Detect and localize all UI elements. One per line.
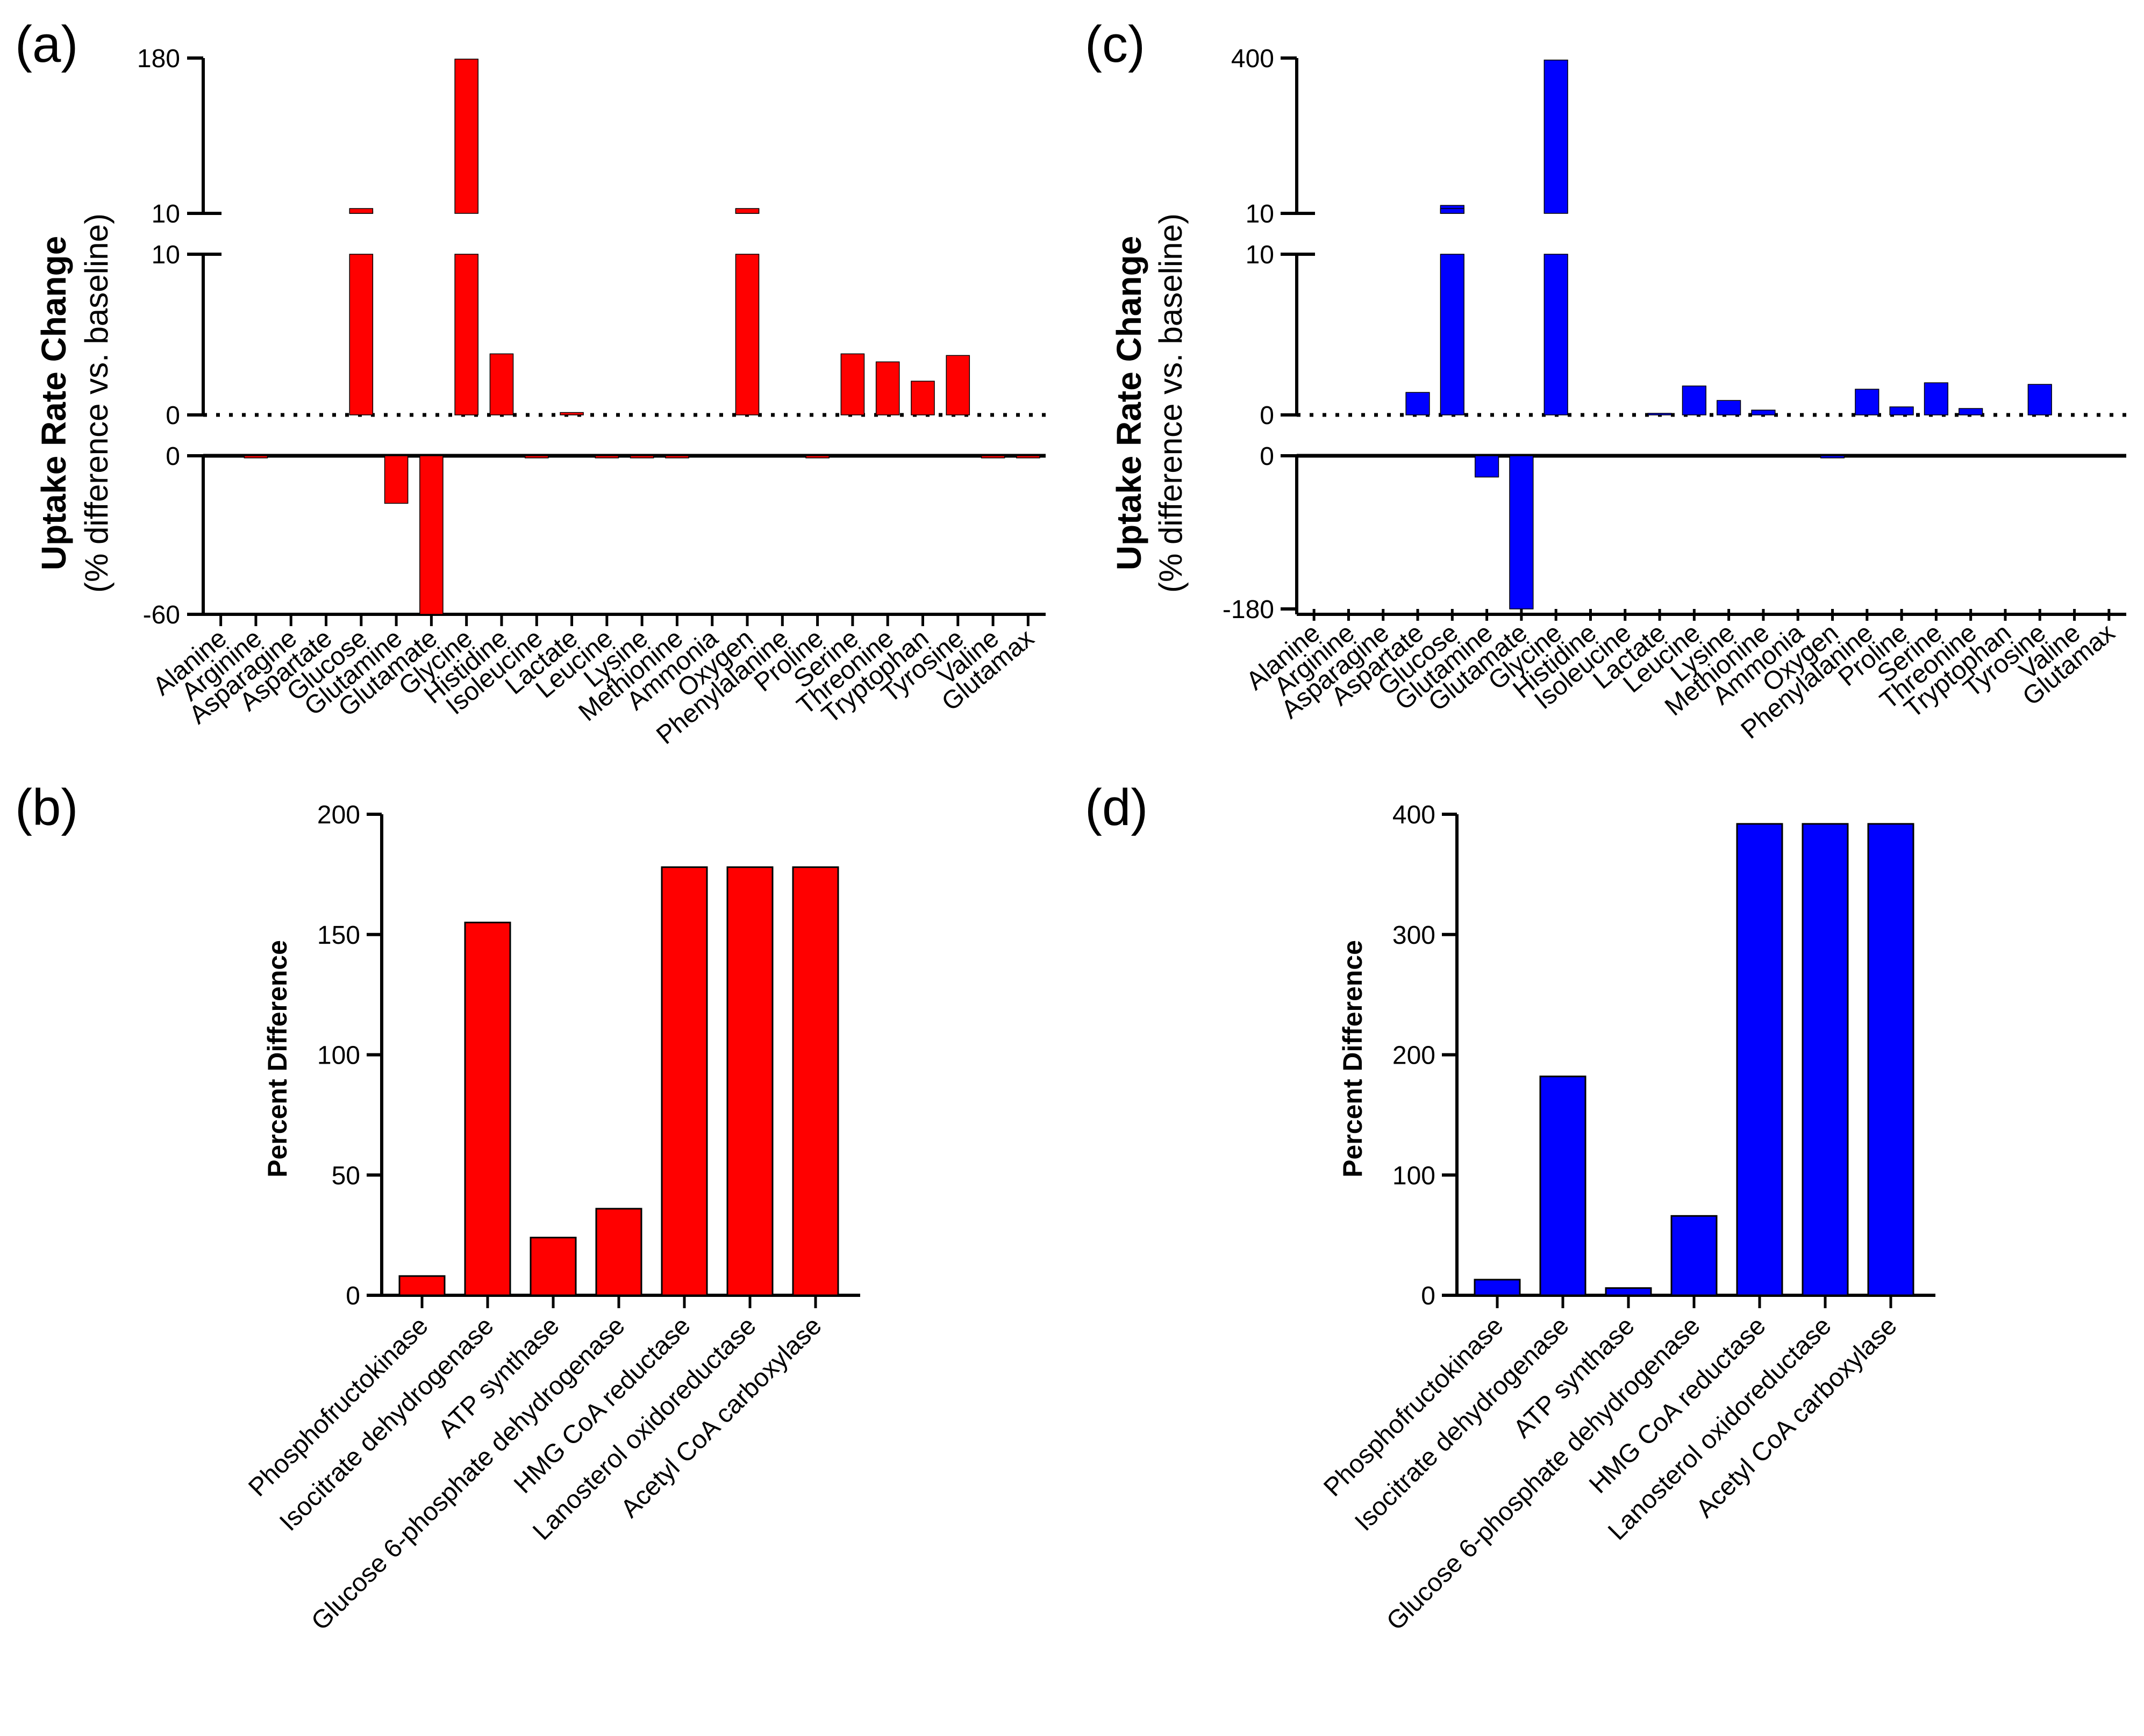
panel-d-bar-hmg-coa-reductase [1736, 823, 1783, 1296]
panel-b-y-tick-label: 0 [346, 1282, 360, 1310]
panel-b-y-tick-label: 200 [317, 801, 360, 829]
panel-c-bar-glucose [1440, 205, 1464, 415]
panel-b-bars [398, 866, 839, 1308]
panel-a-bar-isoleucine [524, 455, 549, 458]
panel-c-category-labels: AlanineArginineAsparagineAspartateGlucos… [1241, 619, 2120, 745]
panel-b-y-tick-label: 150 [317, 921, 360, 950]
panel-b-y-axis-title: Percent Difference [262, 940, 292, 1178]
panel-a-tick-label-mid-min: 0 [166, 401, 180, 430]
panel-a-x-ticks [219, 614, 1030, 626]
panel-a-tick-label-mid-max: 10 [152, 241, 180, 269]
panel-a-bar-valine [981, 455, 1005, 458]
panel-c-tick-label-bot-max: 0 [1260, 442, 1274, 471]
panel-c-bar-proline [1889, 406, 1914, 415]
panel-a-bar-tyrosine [946, 355, 970, 415]
panel-a-bar-serine [840, 353, 865, 415]
panel-c-bar-threonine [1959, 408, 1983, 415]
panel-a-y-axis-title: Uptake Rate Change [34, 236, 73, 570]
panel-a-tick-label-bot-min: -60 [143, 601, 180, 629]
panel-d-bar-atp-synthase [1605, 1287, 1652, 1296]
panel-a-bars [244, 59, 1040, 615]
panel-c-tick-label-top-max: 400 [1231, 45, 1274, 73]
panel-c-bar-lactate [1647, 413, 1672, 415]
panel-b-chart: (b) Percent Difference 0 50 100 150 200 Phos… [15, 779, 860, 1636]
panel-d-y-tick-label: 400 [1392, 801, 1435, 829]
panel-a-label: (a) [15, 16, 78, 73]
panel-a-bar-glycine [454, 59, 478, 415]
panel-c-y-axis-title: Uptake Rate Change [1110, 236, 1148, 570]
panel-d-y-tick-label: 200 [1392, 1042, 1435, 1070]
panel-d-y-tick-label: 100 [1392, 1161, 1435, 1190]
panel-b-bar-hmg-coa-reductase [661, 866, 708, 1296]
panel-c-bar-glycine [1543, 59, 1568, 415]
panel-a-bar-glutamine [384, 455, 409, 504]
panel-d-bar-phosphofructokinase [1474, 1279, 1521, 1296]
panel-a-chart: (a) Uptake Rate Change (% difference vs.… [15, 16, 1046, 750]
panel-a-bar-threonine [875, 361, 900, 415]
panel-c-bar-tyrosine [2027, 384, 2052, 415]
panel-c-tick-label-top-min: 10 [1246, 200, 1274, 228]
panel-a-bar-methionine [665, 455, 689, 458]
panel-c-y-axis-subtitle: (% difference vs. baseline) [1153, 213, 1189, 593]
panel-a-bar-leucine [595, 455, 619, 458]
panel-b-y-tick-label: 50 [332, 1161, 360, 1190]
panel-c-label: (c) [1085, 16, 1145, 73]
panel-c-bar-glutamine [1474, 455, 1499, 478]
panel-d-bar-lanosterol-oxidoreductase [1802, 823, 1849, 1296]
panel-a-bar-proline [805, 455, 830, 458]
panel-c-bar-oxygen [1820, 455, 1845, 458]
panel-c-tick-label-mid-max: 10 [1246, 241, 1274, 269]
panel-d-bar-acetyl-coa-carboxylase [1867, 823, 1914, 1296]
panel-b-label: (b) [15, 779, 78, 836]
panel-b-bar-lanosterol-oxidoreductase [726, 866, 774, 1296]
panel-d-bars [1474, 823, 1914, 1308]
panel-a-y-axis-subtitle: (% difference vs. baseline) [78, 213, 115, 593]
panel-b-bar-acetyl-coa-carboxylase [792, 866, 839, 1296]
panel-d-y-tick-label: 300 [1392, 921, 1435, 950]
panel-d-bar-isocitrate-dehydrogenase [1539, 1075, 1586, 1296]
panel-b-y-tick-label: 100 [317, 1042, 360, 1070]
panel-c-bar-glutamate [1509, 455, 1534, 609]
panel-d-y-ticks: 0 100 200 300 400 [1392, 801, 1457, 1310]
panel-d-label: (d) [1085, 779, 1148, 836]
panel-a-bar-tryptophan [911, 381, 935, 415]
panel-a-tick-label-bot-max: 0 [166, 442, 180, 471]
panel-c-bar-methionine [1751, 410, 1776, 415]
panel-a-bar-glutamax [1016, 455, 1040, 458]
panel-c-x-ticks [1312, 609, 2111, 621]
panel-c-bars [1405, 59, 2052, 609]
panel-c-bar-serine [1924, 382, 1949, 415]
panel-d-y-tick-label: 0 [1421, 1282, 1435, 1310]
panel-a-bar-lysine [630, 455, 654, 458]
panel-a-bar-oxygen [735, 208, 760, 415]
panel-a-bar-glutamate [419, 455, 444, 615]
panel-d-y-axis-title: Percent Difference [1338, 940, 1368, 1178]
panel-b-bar-atp-synthase [530, 1237, 577, 1296]
panel-c-bar-aspartate [1405, 392, 1430, 415]
panel-a-bar-lactate [560, 412, 584, 415]
panel-b-y-ticks: 0 50 100 150 200 [317, 801, 382, 1310]
panel-c-bar-phenylalanine [1855, 389, 1879, 415]
panel-c-chart: (c) Uptake Rate Change (% difference vs.… [1085, 16, 2126, 744]
panel-a-bar-glucose [349, 208, 374, 415]
panel-d-chart: (d) Percent Difference 0 100 200 300 400 Pho… [1085, 779, 1935, 1636]
panel-c-bar-leucine [1682, 385, 1706, 415]
panel-a-tick-label-top-max: 180 [137, 45, 180, 73]
panel-a-tick-label-top-min: 10 [152, 200, 180, 228]
panel-c-tick-label-mid-min: 0 [1260, 401, 1274, 430]
panel-c-bar-lysine [1717, 400, 1741, 415]
panel-d-bar-glucose-6-phosphate-dehydrogenase [1670, 1215, 1718, 1296]
panel-c-tick-label-bot-min: -180 [1223, 596, 1274, 624]
panel-b-bar-glucose-6-phosphate-dehydrogenase [595, 1208, 642, 1296]
panel-a-bar-arginine [244, 455, 268, 458]
panel-b-bar-isocitrate-dehydrogenase [464, 921, 511, 1296]
panel-a-category-labels: AlanineArginineAsparagineAspartateGlucos… [148, 624, 1039, 750]
panel-a-bar-histidine [489, 353, 514, 415]
panel-b-bar-phosphofructokinase [398, 1275, 446, 1296]
